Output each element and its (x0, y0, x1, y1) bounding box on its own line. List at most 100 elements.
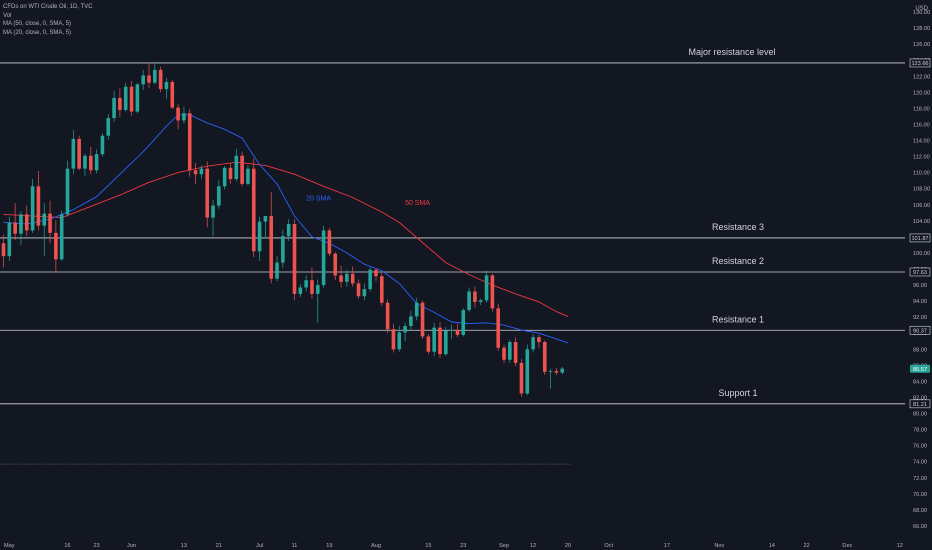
candle[interactable] (548, 368, 553, 389)
candle[interactable] (135, 82, 140, 114)
candle[interactable] (502, 344, 506, 363)
legend-ma50[interactable]: MA (50, close, 0, SMA, 5) (3, 21, 72, 27)
candle[interactable] (257, 216, 262, 261)
candle[interactable] (444, 326, 448, 356)
candle[interactable] (217, 179, 221, 209)
candle[interactable] (403, 322, 407, 342)
candle[interactable] (65, 160, 70, 217)
candle[interactable] (461, 308, 466, 337)
price-axis[interactable]: USD 66.00 68.00 70.00 72.00 74.00 76.00 78.00 80… (909, 6, 931, 530)
candle[interactable] (420, 300, 425, 339)
candle[interactable] (100, 133, 105, 157)
candle[interactable] (292, 219, 297, 301)
candle[interactable] (205, 161, 209, 228)
candle[interactable] (310, 267, 314, 299)
candle[interactable] (228, 163, 233, 184)
candle[interactable] (496, 303, 500, 351)
candle[interactable] (7, 216, 12, 261)
candle[interactable] (199, 165, 204, 180)
candle[interactable] (490, 273, 495, 312)
candle[interactable] (129, 81, 134, 116)
candle[interactable] (59, 210, 64, 261)
candle[interactable] (519, 358, 524, 397)
candle[interactable] (414, 297, 419, 321)
candle[interactable] (211, 199, 215, 237)
candle[interactable] (362, 283, 367, 301)
candle[interactable] (19, 211, 23, 245)
candle[interactable] (473, 286, 477, 308)
candle[interactable] (315, 279, 320, 323)
candle[interactable] (176, 103, 180, 130)
candle[interactable] (246, 165, 250, 186)
candle[interactable] (275, 256, 279, 282)
candle[interactable] (467, 287, 471, 313)
candle[interactable] (542, 340, 547, 375)
candle[interactable] (327, 228, 332, 257)
candle[interactable] (48, 200, 52, 244)
candle[interactable] (455, 323, 460, 338)
candle[interactable] (531, 334, 535, 353)
time-axis[interactable]: May 16 23 Jun 13 21 Jul 11 19 Aug 15 23 Sep 12 20 Oct 17… (4, 543, 903, 549)
candle[interactable] (83, 153, 87, 176)
candle[interactable] (193, 163, 198, 184)
candle[interactable] (24, 205, 29, 237)
candle[interactable] (438, 321, 442, 359)
candle[interactable] (158, 66, 163, 93)
candle[interactable] (164, 77, 169, 99)
candle[interactable] (240, 151, 244, 187)
candle[interactable] (30, 179, 35, 233)
candle[interactable] (54, 220, 58, 273)
candle[interactable] (36, 171, 41, 231)
candle[interactable] (356, 279, 361, 299)
candle[interactable] (222, 166, 227, 190)
candle[interactable] (449, 324, 454, 339)
candle[interactable] (1, 234, 6, 268)
candle[interactable] (321, 225, 326, 288)
legend-symbol[interactable]: CFDs on WTI Crude Oil, 1D, TVC (3, 4, 93, 10)
candle[interactable] (77, 135, 81, 171)
candle[interactable] (263, 216, 268, 239)
candle[interactable] (560, 366, 565, 375)
candle[interactable] (106, 114, 111, 140)
candle[interactable] (391, 323, 396, 353)
candle[interactable] (345, 269, 349, 287)
candle[interactable] (484, 270, 489, 303)
legend-volume[interactable]: Vol (3, 12, 12, 19)
candle[interactable] (71, 130, 76, 175)
horizontal-levels[interactable] (0, 62, 905, 465)
candle[interactable] (234, 148, 239, 182)
candles[interactable] (1, 61, 565, 397)
candle[interactable] (508, 339, 512, 363)
candle[interactable] (426, 334, 431, 355)
candle[interactable] (89, 146, 93, 175)
candle[interactable] (147, 62, 151, 89)
candle[interactable] (537, 334, 541, 348)
candle[interactable] (298, 284, 303, 298)
candle[interactable] (374, 269, 378, 282)
candle[interactable] (513, 337, 518, 367)
candle[interactable] (385, 299, 390, 334)
candle[interactable] (478, 298, 483, 306)
candle[interactable] (170, 80, 175, 110)
legend-ma20[interactable]: MA (20, close, 0, SMA, 5) (3, 29, 72, 36)
candle[interactable] (554, 367, 559, 375)
candle[interactable] (112, 90, 116, 123)
candle[interactable] (42, 203, 47, 257)
candle[interactable] (118, 88, 122, 118)
candle[interactable] (269, 191, 274, 284)
candle[interactable] (350, 266, 355, 287)
candle[interactable] (525, 344, 530, 396)
candle[interactable] (281, 229, 285, 269)
candle[interactable] (368, 267, 372, 292)
candle[interactable] (123, 82, 128, 112)
candle[interactable] (153, 61, 157, 85)
candle[interactable] (397, 326, 402, 352)
candle[interactable] (304, 275, 308, 292)
candle[interactable] (141, 69, 145, 90)
candle[interactable] (13, 203, 17, 241)
candle[interactable] (333, 252, 338, 281)
candle[interactable] (94, 149, 99, 174)
candle[interactable] (251, 158, 256, 257)
candle[interactable] (187, 109, 192, 177)
